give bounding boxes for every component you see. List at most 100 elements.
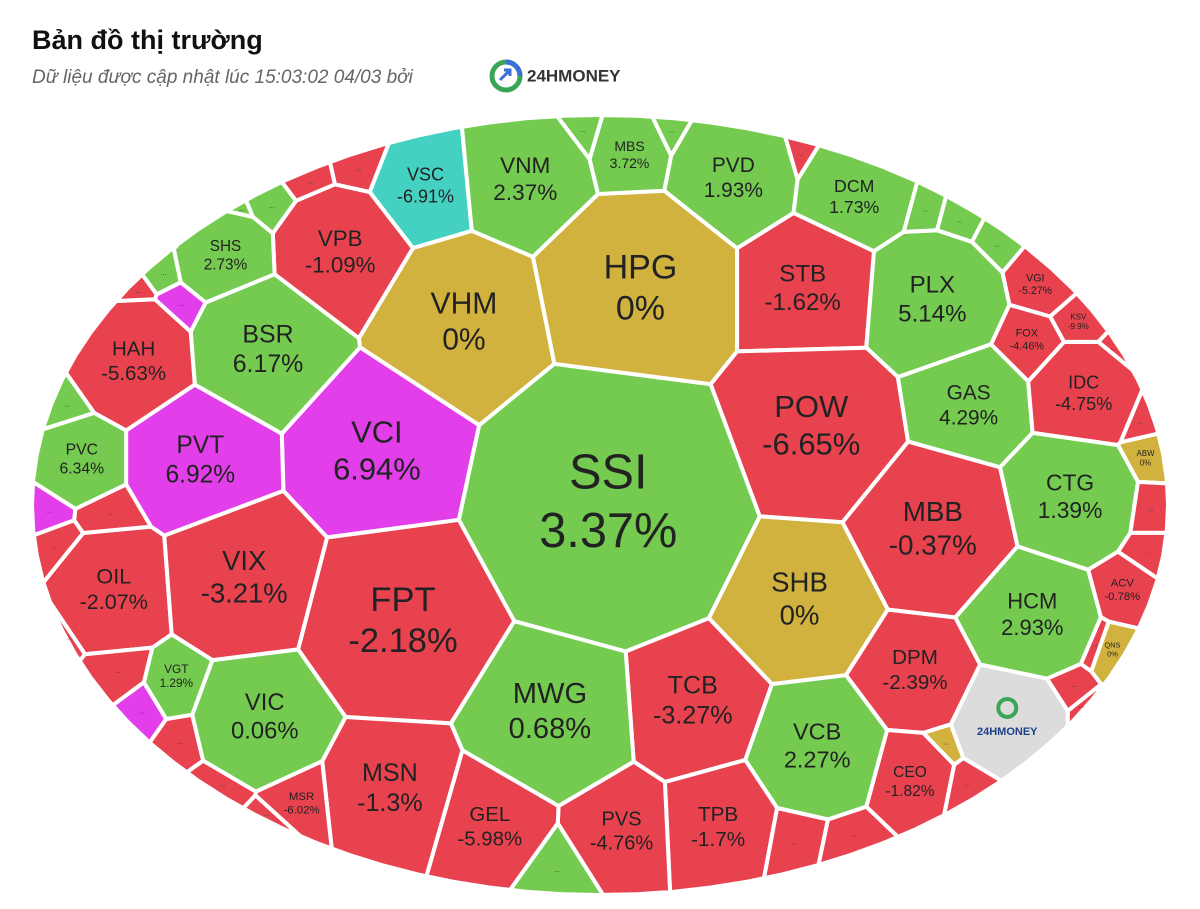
change-label: -9.9% <box>1068 322 1089 331</box>
small-cell <box>650 114 694 158</box>
change-label: 0% <box>1107 649 1118 658</box>
ticker: OIL <box>96 563 131 588</box>
ticker: DCM <box>834 176 874 196</box>
more-label: ... <box>554 867 560 874</box>
subtitle: Dữ liệu được cập nhật lúc 15:03:02 04/03… <box>32 67 414 88</box>
small-cell <box>152 280 208 334</box>
small-cell <box>77 645 155 708</box>
ticker: VCI <box>351 415 403 450</box>
change-label: 1.29% <box>160 676 194 690</box>
change-label: -2.18% <box>348 622 457 660</box>
change-label: -3.27% <box>653 702 733 730</box>
more-label: ... <box>965 781 971 788</box>
change-label: -4.75% <box>1055 394 1112 414</box>
ticker: TCB <box>668 672 718 700</box>
ticker: MWG <box>513 678 587 710</box>
small-cell <box>1118 387 1161 445</box>
logo-text: 24HMONEY <box>977 726 1038 738</box>
more-label: ... <box>1143 548 1149 555</box>
more-label: ... <box>67 635 73 642</box>
logo-icon <box>996 696 1019 719</box>
ticker: ABW <box>1137 449 1155 458</box>
small-cell <box>816 804 900 867</box>
small-cell <box>40 370 97 432</box>
change-label: -4.76% <box>590 832 654 854</box>
change-label: 2.73% <box>204 256 248 273</box>
more-label: ... <box>307 179 313 186</box>
change-label: 2.37% <box>493 180 557 205</box>
ticker: PVD <box>712 154 755 177</box>
more-label: ... <box>1148 506 1154 513</box>
more-label: ... <box>115 668 121 675</box>
more-label: ... <box>108 510 114 517</box>
logo-cell <box>948 662 1070 783</box>
small-cell <box>114 272 159 303</box>
small-cell <box>783 134 821 182</box>
change-label: -5.63% <box>101 362 166 385</box>
ticker: VGI <box>1026 272 1044 284</box>
small-cell <box>72 482 153 535</box>
ticker: MBB <box>903 496 963 527</box>
ticker: CEO <box>893 764 927 781</box>
ticker: MBS <box>614 138 644 154</box>
change-label: 0% <box>616 289 665 327</box>
stock-cell <box>989 302 1066 384</box>
ticker: MSN <box>362 759 418 787</box>
more-label: ... <box>220 781 226 788</box>
more-label: ... <box>669 128 675 135</box>
change-label: 0% <box>780 600 820 631</box>
more-label: ... <box>264 811 270 818</box>
more-label: ... <box>956 217 962 224</box>
ticker: VSC <box>407 165 444 185</box>
more-label: ... <box>179 301 185 308</box>
ticker: MSR <box>289 791 314 803</box>
change-label: -0.37% <box>889 529 977 560</box>
change-label: 1.39% <box>1038 497 1103 523</box>
more-label: ... <box>994 242 1000 249</box>
brand: 24HMONEY <box>527 66 621 85</box>
small-cell <box>224 198 255 219</box>
change-label: 6.94% <box>333 452 421 487</box>
change-label: 3.37% <box>539 504 677 558</box>
change-label: 2.93% <box>1001 615 1063 640</box>
change-label: 6.92% <box>165 461 235 488</box>
ticker: HPG <box>604 248 678 286</box>
title: Bản đồ thị trường <box>32 25 263 55</box>
small-cell <box>1078 615 1111 674</box>
more-label: ... <box>139 709 145 716</box>
change-label: -1.82% <box>885 783 934 800</box>
more-label: ... <box>136 288 142 295</box>
change-label: 5.14% <box>898 300 966 327</box>
change-label: -6.02% <box>284 805 320 817</box>
change-label: 1.73% <box>829 197 879 217</box>
ticker: FPT <box>370 581 435 619</box>
change-label: 0% <box>442 324 486 357</box>
change-label: -1.7% <box>691 828 745 851</box>
more-label: ... <box>356 165 362 172</box>
more-label: ... <box>176 739 182 746</box>
ticker: STB <box>779 260 826 287</box>
more-label: ... <box>52 543 58 550</box>
small-cell <box>508 821 606 897</box>
more-label: ... <box>1079 702 1085 709</box>
small-cell <box>555 113 605 162</box>
ticker: GEL <box>469 804 510 826</box>
ticker: VNM <box>500 153 550 178</box>
more-label: ... <box>46 508 52 515</box>
ticker: FOX <box>1016 327 1039 339</box>
ticker: VPB <box>318 226 363 251</box>
ticker: KSV <box>1070 313 1087 322</box>
ticker: PVS <box>602 808 642 830</box>
more-label: ... <box>850 832 856 839</box>
change-label: -5.27% <box>1019 285 1053 297</box>
change-label: 4.29% <box>939 407 998 430</box>
change-label: 0.68% <box>509 713 592 745</box>
more-label: ... <box>792 840 798 847</box>
more-label: ... <box>239 206 245 213</box>
ticker: PVC <box>66 442 98 459</box>
ticker: IDC <box>1068 372 1099 392</box>
small-cell <box>1116 530 1169 581</box>
small-cell <box>901 179 949 234</box>
